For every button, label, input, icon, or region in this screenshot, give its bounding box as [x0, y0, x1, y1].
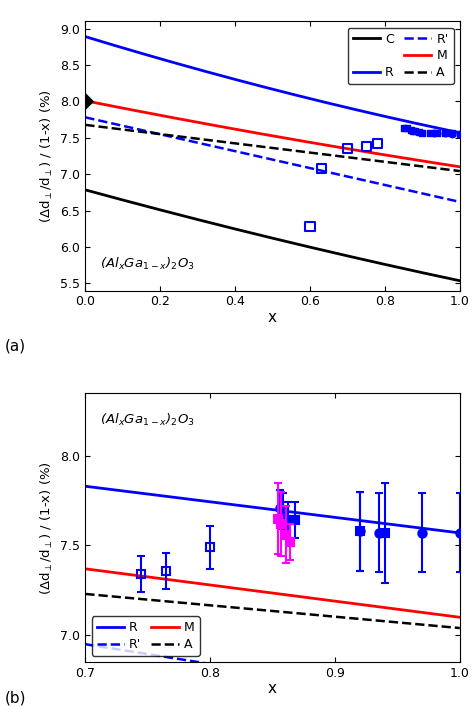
Point	[419, 127, 426, 138]
Y-axis label: ($\Delta$d$_\perp$/d$_\perp$) / (1-x) (%): ($\Delta$d$_\perp$/d$_\perp$) / (1-x) (%…	[39, 89, 55, 223]
Point	[344, 143, 351, 155]
Point	[448, 128, 456, 140]
Point	[426, 127, 434, 138]
Point	[456, 128, 464, 140]
Point	[306, 221, 314, 232]
Legend: R, R', M, A: R, R', M, A	[91, 616, 200, 656]
Y-axis label: ($\Delta$d$_\perp$/d$_\perp$) / (1-x) (%): ($\Delta$d$_\perp$/d$_\perp$) / (1-x) (%…	[39, 461, 55, 595]
Point	[407, 124, 415, 135]
Legend: C, , R, R', M, A: C, , R, R', M, A	[347, 28, 454, 84]
Point	[441, 127, 448, 139]
Point	[430, 127, 438, 138]
X-axis label: x: x	[268, 681, 277, 696]
Text: (Al$_x$Ga$_{1-x}$)$_2$O$_3$: (Al$_x$Ga$_{1-x}$)$_2$O$_3$	[100, 256, 195, 272]
Point	[82, 95, 89, 106]
Point	[403, 122, 411, 134]
Text: (a): (a)	[5, 338, 26, 353]
Text: (b): (b)	[5, 691, 26, 706]
Point	[415, 126, 422, 137]
X-axis label: x: x	[268, 310, 277, 325]
Point	[456, 128, 464, 140]
Point	[441, 127, 448, 139]
Point	[411, 125, 419, 137]
Point	[434, 127, 441, 139]
Point	[448, 127, 456, 139]
Point	[400, 122, 407, 133]
Point	[409, 125, 417, 136]
Point	[374, 138, 381, 150]
Text: (Al$_x$Ga$_{1-x}$)$_2$O$_3$: (Al$_x$Ga$_{1-x}$)$_2$O$_3$	[100, 412, 195, 428]
Point	[362, 141, 370, 152]
Point	[318, 162, 325, 174]
